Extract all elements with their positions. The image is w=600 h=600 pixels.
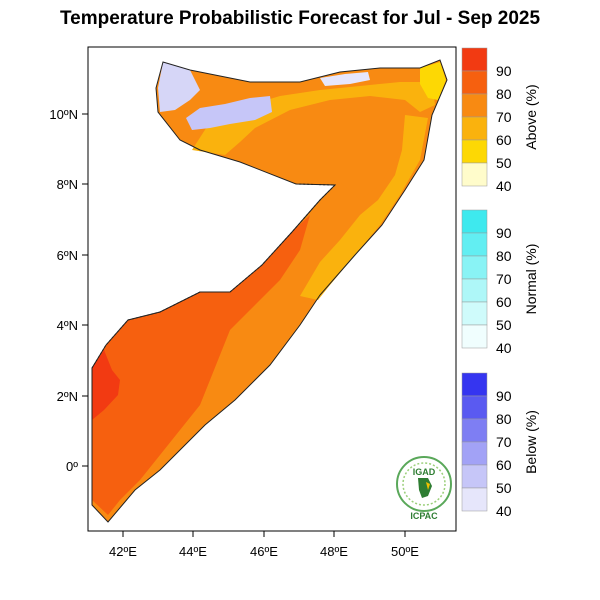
- legend-swatch: [461, 139, 488, 164]
- legend-level-label: 90: [496, 388, 512, 404]
- forecast-region-below-40-north: [320, 72, 370, 86]
- legend-swatch: [461, 395, 488, 420]
- legend-swatch: [461, 116, 488, 141]
- lat-tick-label: 0º: [66, 459, 78, 474]
- lon-tick-label: 48ºE: [320, 544, 348, 559]
- legend-swatch: [461, 418, 488, 443]
- legend-level-label: 70: [496, 434, 512, 450]
- legend-swatch: [461, 209, 488, 234]
- lat-tick-label: 8ºN: [57, 177, 78, 192]
- legend-swatch: [461, 232, 488, 257]
- legend-level-label: 40: [496, 178, 512, 194]
- legend-swatch: [461, 47, 488, 72]
- legend-level-label: 80: [496, 86, 512, 102]
- lat-ticks: 10ºN 8ºN 6ºN 4ºN 2ºN 0º: [49, 107, 88, 474]
- legend-level-label: 50: [496, 480, 512, 496]
- lon-tick-label: 44ºE: [179, 544, 207, 559]
- africa-icon: [418, 478, 432, 498]
- legend-level-label: 70: [496, 271, 512, 287]
- legend-level-label: 80: [496, 248, 512, 264]
- legend-swatch: [461, 70, 488, 95]
- legend-level-label: 80: [496, 411, 512, 427]
- forecast-title: Temperature Probabilistic Forecast for J…: [59, 8, 541, 29]
- lat-tick-label: 6ºN: [57, 248, 78, 263]
- forecast-region-below-40: [158, 62, 200, 112]
- legend-swatch: [461, 255, 488, 280]
- lon-tick-label: 46ºE: [250, 544, 278, 559]
- forecast-region-below-50: [186, 96, 272, 130]
- forecast-region-above-70-north: [240, 98, 408, 200]
- logo-inner-ring: [402, 462, 446, 506]
- legend-level-label: 40: [496, 503, 512, 519]
- lon-tick-label: 50ºE: [391, 544, 419, 559]
- lat-tick-label: 2ºN: [57, 389, 78, 404]
- legend-level-label: 60: [496, 457, 512, 473]
- forecast-region-above-60-east: [300, 115, 428, 300]
- legend-swatch: [461, 324, 488, 349]
- legend-swatch: [461, 93, 488, 118]
- legend-swatch: [461, 372, 488, 397]
- legend-level-label: 70: [496, 109, 512, 125]
- logo-icpac-text: ICPAC: [410, 511, 438, 521]
- legend-swatch: [461, 301, 488, 326]
- legend-normal: 90 80 70 60 50 40 Normal (%): [461, 209, 539, 356]
- forecast-region-above-90: [92, 350, 120, 420]
- lon-tick-label: 42ºE: [109, 544, 137, 559]
- legend-title: Below (%): [523, 410, 539, 474]
- legend-level-label: 60: [496, 132, 512, 148]
- legend-swatch: [461, 487, 488, 512]
- logo-igad-text: IGAD: [413, 467, 436, 477]
- forecast-region-above-80: [92, 215, 310, 515]
- legend-swatch: [461, 278, 488, 303]
- legend-level-label: 40: [496, 340, 512, 356]
- inner-boundary: [91, 183, 337, 369]
- legend-above: 90 80 70 60 50 40 Above (%): [461, 47, 539, 194]
- legend-level-label: 60: [496, 294, 512, 310]
- forecast-region-above-50: [420, 62, 446, 100]
- legend-level-label: 90: [496, 63, 512, 79]
- legend-level-label: 50: [496, 317, 512, 333]
- legend-level-label: 90: [496, 225, 512, 241]
- igad-icpac-logo: IGAD ICPAC: [396, 456, 452, 521]
- legend-swatch: [461, 162, 488, 187]
- country-border: [91, 59, 448, 523]
- legend-title: Above (%): [523, 84, 539, 149]
- lon-ticks: 42ºE 44ºE 46ºE 48ºE 50ºE: [109, 531, 419, 559]
- lat-tick-label: 4ºN: [57, 318, 78, 333]
- horn-highlight-icon: [426, 482, 430, 490]
- legend-title: Normal (%): [523, 244, 539, 315]
- legend-swatch: [461, 441, 488, 466]
- legend-below: 90 80 70 60 50 40 Below (%): [461, 372, 539, 519]
- lat-tick-label: 10ºN: [49, 107, 78, 122]
- somalia-map: [91, 59, 448, 523]
- legend-level-label: 50: [496, 155, 512, 171]
- legend-swatch: [461, 464, 488, 489]
